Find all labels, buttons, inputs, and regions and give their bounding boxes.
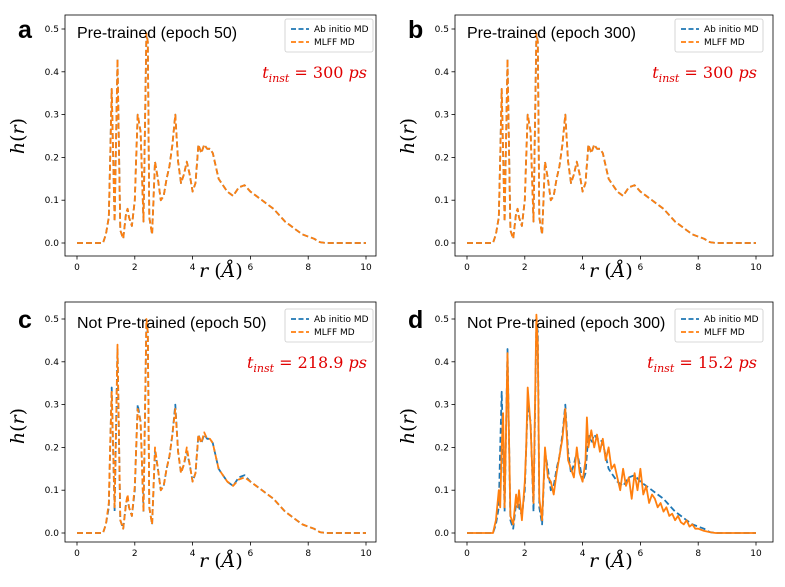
y-tick-label: 0.4 — [435, 358, 450, 368]
y-tick-label: 0.4 — [45, 68, 60, 78]
x-tick-label: 0 — [464, 263, 470, 273]
y-tick-label: 0.4 — [435, 68, 450, 78]
y-tick-label: 0.2 — [45, 443, 59, 453]
panel-letter: d — [408, 306, 423, 334]
x-tick-label: 6 — [248, 549, 254, 559]
y-axis-label: h(r) — [7, 408, 29, 444]
x-axis-label: r (Å) — [199, 550, 243, 572]
y-tick-label: 0.2 — [435, 443, 449, 453]
panel-letter: c — [18, 306, 32, 334]
legend-box — [284, 18, 374, 53]
legend-label: MLFF MD — [314, 38, 355, 48]
x-axis-label: r (Å) — [589, 550, 633, 572]
y-tick-label: 0.2 — [435, 153, 449, 163]
legend-label: MLFF MD — [314, 328, 355, 338]
legend: Ab initio MD MLFF MD — [284, 18, 374, 53]
annotation-tinst: tinst = 300 ps — [652, 63, 757, 85]
y-tick-label: 0.0 — [45, 529, 60, 539]
legend: Ab initio MD MLFF MD — [284, 308, 374, 343]
y-axis-label: h(r) — [397, 408, 419, 444]
series-line-mlff — [467, 32, 756, 244]
x-tick-label: 4 — [580, 549, 586, 559]
y-tick-label: 0.0 — [435, 529, 450, 539]
panel-d: 0 2 4 6 8 10 0.0 0.1 0.2 0.3 0.4 0.5 d Not Pre-traine… — [397, 301, 774, 572]
y-axis-label: h(r) — [7, 118, 29, 154]
y-tick-label: 0.1 — [45, 486, 59, 496]
y-tick-label: 0.3 — [45, 111, 59, 121]
x-tick-label: 8 — [305, 549, 311, 559]
x-tick-label: 10 — [750, 263, 762, 273]
legend: Ab initio MD MLFF MD — [674, 18, 764, 53]
legend-label: MLFF MD — [704, 328, 745, 338]
y-tick-label: 0.4 — [45, 358, 60, 368]
panel-title: Not Pre-trained (epoch 300) — [467, 315, 665, 332]
legend-label: Ab initio MD — [704, 315, 759, 325]
axes-frame — [64, 14, 377, 257]
x-tick-label: 8 — [695, 549, 701, 559]
panel-letter: b — [408, 16, 423, 44]
x-tick-label: 6 — [638, 263, 644, 273]
panel-c: 0 2 4 6 8 10 0.0 0.1 0.2 0.3 0.4 0.5 c Not Pre-traine… — [7, 301, 377, 572]
x-axis-label: r (Å) — [589, 260, 633, 282]
y-tick-label: 0.1 — [435, 486, 449, 496]
legend-box — [674, 308, 764, 343]
legend-box — [674, 18, 764, 53]
legend-label: Ab initio MD — [314, 25, 369, 35]
panel-a: 0 2 4 6 8 10 0.0 0.1 0.2 0.3 0.4 0.5 a Pre-trained (e… — [7, 14, 377, 282]
panel-b: 0 2 4 6 8 10 0.0 0.1 0.2 0.3 0.4 0.5 b Pre-trained (e… — [397, 14, 774, 282]
x-tick-label: 2 — [522, 263, 528, 273]
y-tick-label: 0.0 — [435, 239, 450, 249]
legend-label: Ab initio MD — [314, 315, 369, 325]
x-axis-label: r (Å) — [199, 260, 243, 282]
y-axis-label: h(r) — [397, 118, 419, 154]
annotation-tinst: tinst = 218.9 ps — [247, 353, 367, 375]
series-line-mlff — [77, 32, 366, 244]
panel-title: Pre-trained (epoch 300) — [467, 25, 636, 42]
x-tick-label: 6 — [248, 263, 254, 273]
y-tick-label: 0.3 — [45, 401, 59, 411]
y-tick-label: 0.5 — [435, 315, 449, 325]
panel-letter: a — [18, 16, 33, 44]
x-tick-label: 0 — [464, 549, 470, 559]
y-tick-label: 0.5 — [45, 25, 59, 35]
x-tick-label: 0 — [74, 549, 80, 559]
x-tick-label: 6 — [638, 549, 644, 559]
annotation-tinst: tinst = 300 ps — [262, 63, 367, 85]
x-tick-label: 2 — [132, 263, 138, 273]
panel-title: Pre-trained (epoch 50) — [77, 25, 237, 42]
x-tick-label: 8 — [695, 263, 701, 273]
y-tick-label: 0.5 — [45, 315, 59, 325]
y-tick-label: 0.0 — [45, 239, 60, 249]
axes-frame — [64, 301, 377, 543]
x-tick-label: 0 — [74, 263, 80, 273]
y-tick-label: 0.5 — [435, 25, 449, 35]
y-tick-label: 0.3 — [435, 111, 449, 121]
series-line-mlff — [77, 318, 366, 534]
x-tick-label: 4 — [190, 549, 196, 559]
axes-frame — [454, 14, 774, 257]
legend-label: MLFF MD — [704, 38, 745, 48]
y-tick-label: 0.1 — [45, 196, 59, 206]
x-tick-label: 2 — [522, 549, 528, 559]
series-line-mlff — [467, 313, 756, 534]
legend: Ab initio MD MLFF MD — [674, 308, 764, 343]
x-tick-label: 8 — [305, 263, 311, 273]
axes-frame — [454, 301, 774, 543]
x-tick-label: 10 — [360, 549, 372, 559]
y-tick-label: 0.2 — [45, 153, 59, 163]
x-tick-label: 4 — [190, 263, 196, 273]
panel-title: Not Pre-trained (epoch 50) — [77, 315, 266, 332]
annotation-tinst: tinst = 15.2 ps — [647, 353, 757, 375]
y-tick-label: 0.3 — [435, 401, 449, 411]
y-tick-label: 0.1 — [435, 196, 449, 206]
x-tick-label: 4 — [580, 263, 586, 273]
legend-label: Ab initio MD — [704, 25, 759, 35]
x-tick-label: 2 — [132, 549, 138, 559]
x-tick-label: 10 — [360, 263, 372, 273]
x-tick-label: 10 — [750, 549, 762, 559]
legend-box — [284, 308, 374, 343]
